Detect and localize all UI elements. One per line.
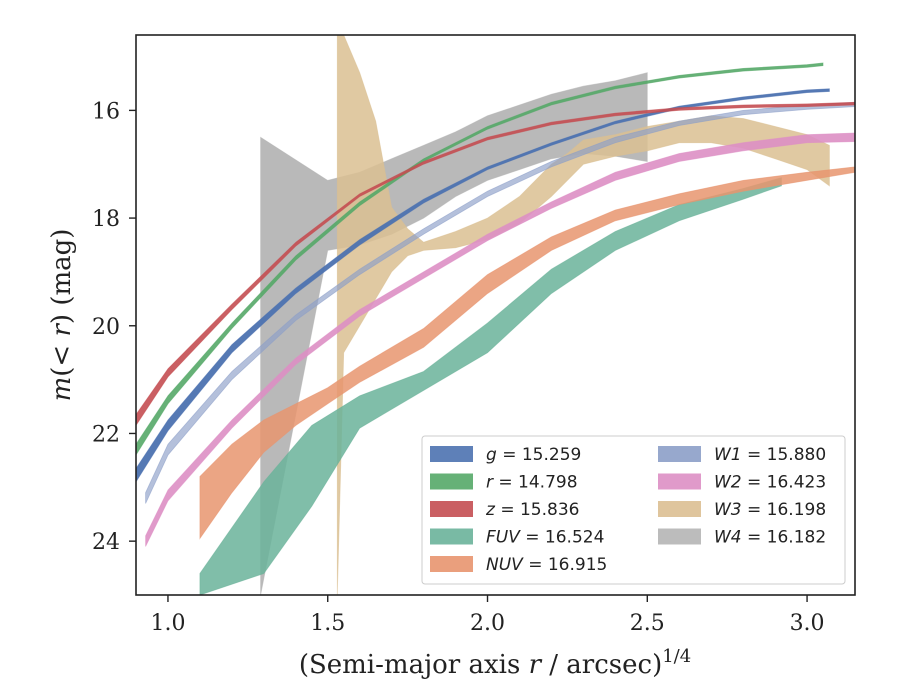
x-tick-label: 1.0 <box>150 611 185 636</box>
band-fuv <box>199 177 782 595</box>
y-axis-label: m(< r) (mag) <box>47 229 77 402</box>
legend-swatch-w1 <box>658 446 701 462</box>
legend-label-fuv: FUV = 16.524 <box>486 528 604 548</box>
legend-label-z: z = 15.836 <box>485 500 579 520</box>
legend-label-w4: W4 = 16.182 <box>714 528 826 548</box>
band-g <box>136 88 830 483</box>
band-nuv <box>199 166 855 540</box>
band-z <box>136 101 855 427</box>
plot-area <box>136 35 855 595</box>
x-tick-label: 2.0 <box>470 611 505 636</box>
legend-swatch-z <box>430 501 473 517</box>
band-w2 <box>145 132 855 547</box>
x-axis-label: (Semi-major axis r / arcsec)1/4 <box>299 646 691 680</box>
legend-label-r: r = 14.798 <box>486 473 578 493</box>
band-w3 <box>336 35 830 595</box>
legend-label-g: g = 15.259 <box>486 445 581 465</box>
legend-swatch-nuv <box>430 556 473 572</box>
legend-label-nuv: NUV = 16.915 <box>486 555 607 575</box>
legend: g = 15.259 r = 14.798 z = 15.836 FUV = 16.5… <box>421 435 846 585</box>
legend-label-w2: W2 = 16.423 <box>714 473 826 493</box>
y-tick-label: 16 <box>92 99 120 124</box>
legend-frame <box>421 435 846 585</box>
y-tick-label: 22 <box>92 422 120 447</box>
legend-swatch-fuv <box>430 528 473 545</box>
legend-swatch-w4 <box>658 528 701 545</box>
band-r <box>136 62 824 456</box>
y-tick-label: 24 <box>92 530 120 555</box>
y-tick-label: 20 <box>92 315 120 340</box>
x-tick-label: 2.5 <box>630 611 665 636</box>
legend-swatch-r <box>430 473 473 490</box>
legend-swatch-w2 <box>658 473 701 490</box>
x-tick-label: 3.0 <box>790 611 825 636</box>
plot-frame <box>135 34 856 596</box>
x-tick-label: 1.5 <box>310 611 345 636</box>
legend-swatch-w3 <box>658 501 701 517</box>
legend-label-w1: W1 = 15.880 <box>714 445 826 465</box>
y-axis-ticks: 16 18 20 22 24 <box>92 99 136 555</box>
legend-swatch-g <box>430 446 473 462</box>
legend-label-w3: W3 = 16.198 <box>714 500 826 520</box>
band-w1 <box>145 101 855 504</box>
x-axis-ticks: 1.0 1.5 2.0 2.5 3.0 <box>150 595 825 636</box>
y-tick-label: 18 <box>92 207 120 232</box>
